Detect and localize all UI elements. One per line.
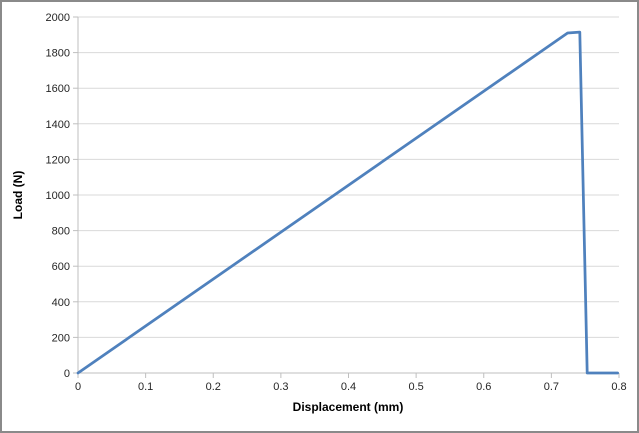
y-tick-label: 600 — [52, 261, 70, 273]
y-tick-label: 1400 — [46, 119, 70, 131]
y-tick-label: 1600 — [46, 83, 70, 95]
y-tick-label: 0 — [64, 368, 70, 380]
series-line-load — [76, 30, 619, 375]
x-tick-label: 0.1 — [138, 381, 153, 393]
x-tick-label: 0.4 — [341, 381, 356, 393]
x-tick-label: 0 — [75, 381, 81, 393]
y-tick-label: 200 — [52, 332, 70, 344]
y-tick-label: 1200 — [46, 154, 70, 166]
y-tick-label: 800 — [52, 226, 70, 238]
y-tick-label: 400 — [52, 297, 70, 309]
x-tick-label: 0.8 — [611, 381, 626, 393]
x-axis-title: Displacement (mm) — [292, 400, 404, 414]
x-tick-label: 0.3 — [273, 381, 288, 393]
x-tick-label: 0.2 — [206, 381, 221, 393]
x-tick-label: 0.6 — [476, 381, 491, 393]
x-tick-label: 0.5 — [408, 381, 423, 393]
y-tick-label: 1800 — [46, 48, 70, 60]
x-tick-label: 0.7 — [544, 381, 559, 393]
y-tick-label: 1000 — [46, 190, 70, 202]
y-tick-label: 2000 — [46, 12, 70, 24]
y-axis-title: Load (N) — [11, 170, 25, 220]
